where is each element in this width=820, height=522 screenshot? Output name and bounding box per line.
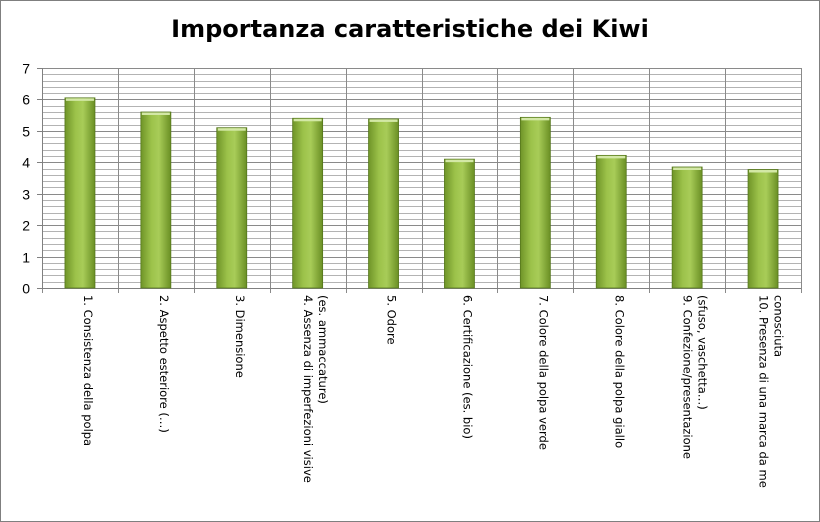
x-tick-label-line: 9. Confezione/presentazione <box>681 295 695 459</box>
x-tick-label-line: (sfuso, vaschetta…) <box>696 295 710 410</box>
x-tick-label: 8. Colore della polpa giallo <box>612 295 626 448</box>
bar-highlight <box>217 128 246 131</box>
bar-highlight <box>673 167 702 170</box>
x-tick-label: 10. Presenza di una marca da me conosciut… <box>757 295 786 488</box>
x-tick-label-line: 1. Consistenza della polpa <box>81 295 95 446</box>
bar-highlight <box>597 155 626 159</box>
x-tick-label: 7. Colore della polpa verde <box>536 295 550 450</box>
bar-highlight <box>293 118 322 122</box>
x-tick-label: 2. Aspetto esteriore (…) <box>157 295 171 433</box>
bar-highlight <box>521 117 550 121</box>
x-tick-label-line: 7. Colore della polpa verde <box>536 295 550 450</box>
x-tick-label-line: 6. Certificazione (es. bio) <box>460 295 474 439</box>
y-tick-label: 7 <box>22 61 30 77</box>
x-tick-label: 4. Assenza di imperfezioni visive (es. am… <box>301 295 330 483</box>
bar <box>368 118 399 289</box>
bar <box>64 97 96 289</box>
y-tick-label: 1 <box>22 250 30 266</box>
y-tick-label: 0 <box>22 281 30 297</box>
y-tick-label: 6 <box>22 92 30 108</box>
bar <box>444 158 475 289</box>
x-tick-label: 1. Consistenza della polpa <box>81 295 95 446</box>
x-tick-label: 3. Dimensione <box>233 295 247 378</box>
y-tick-label: 4 <box>22 155 30 171</box>
bar-highlight <box>65 98 94 101</box>
bar-highlight <box>445 159 474 163</box>
bar <box>519 116 551 289</box>
x-tick-label-line: 10. Presenza di una marca da me <box>757 295 771 488</box>
x-tick-label-line: (es. ammaccature) <box>316 295 330 404</box>
y-tick-label: 3 <box>22 187 30 203</box>
bar-highlight <box>749 170 778 173</box>
x-tick-label: 9. Confezione/presentazione (sfuso, vasch… <box>681 295 710 459</box>
y-tick-label: 5 <box>22 124 30 140</box>
x-tick-label-line: 3. Dimensione <box>233 295 247 378</box>
y-tick-label: 2 <box>22 218 30 234</box>
x-tick-label: 6. Certificazione (es. bio) <box>460 295 474 439</box>
bar <box>671 166 703 289</box>
bar <box>595 154 627 289</box>
x-tick-label-line: 5. Odore <box>385 295 399 345</box>
bar-highlight <box>369 119 398 122</box>
bar <box>140 111 172 289</box>
bar <box>216 127 248 289</box>
x-tick-label-line: 2. Aspetto esteriore (…) <box>157 295 171 433</box>
bar <box>747 169 779 289</box>
x-tick-label-line: conosciuta <box>772 295 786 357</box>
bar <box>292 117 324 289</box>
x-tick-label-line: 8. Colore della polpa giallo <box>612 295 626 448</box>
x-tick-label: 5. Odore <box>385 295 399 345</box>
chart-title: Importanza caratteristiche dei Kiwi <box>171 15 649 43</box>
bar-highlight <box>141 112 170 115</box>
x-tick-label-line: 4. Assenza di imperfezioni visive <box>301 295 315 483</box>
